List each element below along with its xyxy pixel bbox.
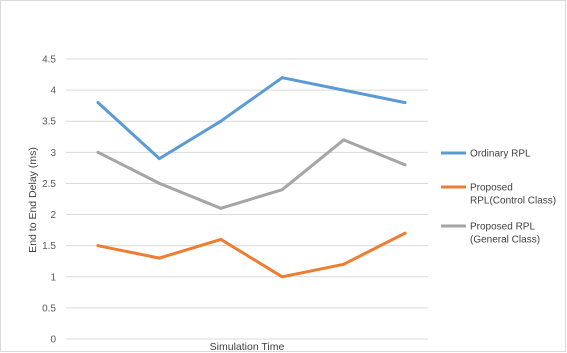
y-tick-label: 0 [50, 335, 56, 346]
series-line-proposed-rpl-general-class [96, 138, 407, 210]
data-point [403, 163, 407, 167]
y-tick-label: 1.5 [42, 241, 56, 252]
legend-item: Proposed RPL (General Class) [441, 222, 540, 246]
data-point [280, 76, 284, 80]
legend-label: Proposed RPL (General Class) [470, 222, 540, 246]
data-point [96, 150, 100, 154]
y-tick-label: 2 [50, 210, 56, 221]
legend: Ordinary RPL Proposed RPL(Control Class) Pr… [441, 149, 556, 246]
grid-lines [66, 58, 428, 340]
data-point [96, 244, 100, 248]
y-tick-label: 3.5 [42, 117, 56, 128]
y-tick-label: 3 [50, 148, 56, 159]
data-point [157, 181, 161, 185]
legend-item: Proposed RPL(Control Class) [441, 183, 556, 207]
data-point [157, 256, 161, 260]
y-axis-title: End to End Delay (ms) [27, 147, 39, 253]
data-point [219, 119, 223, 123]
data-point [280, 188, 284, 192]
data-point [219, 237, 223, 241]
y-tick-label: 4 [50, 86, 56, 97]
data-point [342, 88, 346, 92]
series-lines [96, 76, 407, 279]
x-axis-title: Simulation Time [210, 341, 285, 353]
data-point [403, 101, 407, 105]
data-point [96, 101, 100, 105]
data-point [403, 231, 407, 235]
y-axis-ticks: 0 0.5 1 1.5 2 2.5 3 3.5 4 4.5 [42, 55, 56, 346]
series-line-proposed-rpl-control-class [96, 231, 407, 279]
y-tick-label: 4.5 [42, 55, 56, 66]
data-point [157, 157, 161, 161]
data-point [342, 262, 346, 266]
data-point [280, 275, 284, 279]
data-point [219, 206, 223, 210]
legend-item: Ordinary RPL [441, 149, 531, 160]
series-line-ordinary-rpl [96, 76, 407, 161]
y-tick-label: 0.5 [42, 303, 56, 314]
legend-label: Proposed RPL(Control Class) [470, 183, 556, 207]
data-point [342, 138, 346, 142]
legend-label: Ordinary RPL [470, 149, 531, 160]
y-tick-label: 1 [50, 272, 56, 283]
y-tick-label: 2.5 [42, 179, 56, 190]
